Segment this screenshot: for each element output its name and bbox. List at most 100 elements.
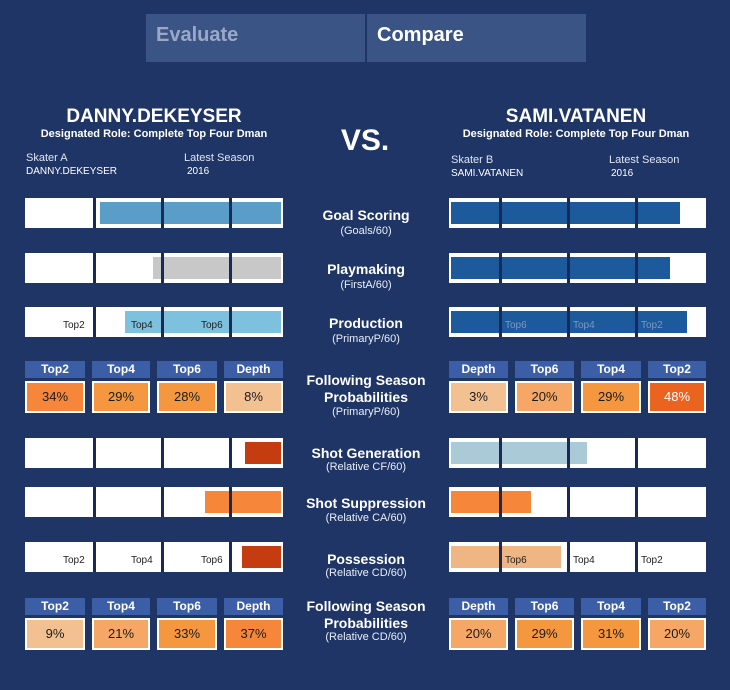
playmaking-fill-a [153,257,281,279]
shot-gen-bar-b [449,438,706,468]
player-a-name: DANNY.DEKEYSER [66,106,242,127]
prob2-b-head-depth: Depth [449,598,508,615]
skater-a-label: Skater A [26,152,68,164]
tier-divider [93,438,96,468]
prob2-label: Following Season Probabilities [306,598,426,631]
shot-sup-label: Shot Suppression [306,495,426,511]
tier-divider [229,307,232,337]
tier-label-top4: Top4 [573,320,595,331]
prob1-b-depth: 3% [449,381,508,413]
season-b-label: Latest Season [609,154,680,166]
prob2-a-top6: 33% [157,618,217,650]
prob2-b-top2: 20% [648,618,706,650]
tier-divider [499,198,502,228]
tier-divider [161,253,164,283]
player-b-role: Designated Role: Complete Top Four Dman [462,128,690,140]
prob2-b-depth: 20% [449,618,508,650]
playmaking-label: Playmaking [327,261,405,277]
production-bar-a: Top2 Top4 Top6 [25,307,283,337]
tier-divider [161,307,164,337]
prob1-b-head-depth: Depth [449,361,508,378]
tier-label-top6: Top6 [505,555,527,566]
tier-label-top4: Top4 [131,555,153,566]
tier-divider [567,487,570,517]
prob2-a-top4: 21% [92,618,150,650]
possession-fill-a [242,546,281,568]
tier-label-top4: Top4 [573,555,595,566]
production-label: Production [329,315,403,331]
tier-label-top6: Top6 [201,320,223,331]
prob2-b-head-top4: Top4 [581,598,641,615]
tier-divider [229,487,232,517]
prob1-a-head-top4: Top4 [92,361,150,378]
tier-label-top6: Top6 [505,320,527,331]
tier-divider [567,307,570,337]
prob1-label: Following Season Probabilities [306,372,426,405]
skater-b-value[interactable]: SAMI.VATANEN [451,168,524,179]
tier-label-top2: Top2 [63,320,85,331]
tier-divider [93,253,96,283]
playmaking-bar-a [25,253,283,283]
production-bar-b: Top6 Top4 Top2 [449,307,706,337]
shot-gen-bar-a [25,438,283,468]
season-b-value[interactable]: 2016 [611,168,634,179]
vs-label: VS. [340,124,390,157]
prob1-b-top2: 48% [648,381,706,413]
goal-scoring-label: Goal Scoring [322,207,410,223]
production-fill-a [125,311,281,333]
tab-compare[interactable]: Compare [367,14,586,62]
tier-divider [499,542,502,572]
goal-scoring-bar-a [25,198,283,228]
tier-divider [499,487,502,517]
shot-gen-fill-a [245,442,281,464]
tier-divider [635,198,638,228]
prob1-a-top2: 34% [25,381,85,413]
goal-scoring-fill-a [100,202,281,224]
possession-bar-b: Top6 Top4 Top2 [449,542,706,572]
shot-sup-bar-a [25,487,283,517]
shot-sup-fill-a [205,491,281,513]
tier-divider [93,307,96,337]
shot-gen-label: Shot Generation [311,445,421,461]
possession-sub: (Relative CD/60) [325,567,407,579]
tier-divider [567,542,570,572]
tier-label-top2: Top2 [641,320,663,331]
prob2-a-head-top6: Top6 [157,598,217,615]
tier-divider [229,542,232,572]
tab-evaluate[interactable]: Evaluate [146,14,365,62]
goal-scoring-fill-b [451,202,680,224]
prob1-b-head-top2: Top2 [648,361,706,378]
possession-bar-a: Top2 Top4 Top6 [25,542,283,572]
tier-divider [635,542,638,572]
prob2-b-head-top6: Top6 [515,598,574,615]
tier-label-top6: Top6 [201,555,223,566]
skater-a-value[interactable]: DANNY.DEKEYSER [26,166,117,177]
season-a-label: Latest Season [184,152,255,164]
tier-divider [567,438,570,468]
prob1-b-top4: 29% [581,381,641,413]
tier-divider [93,487,96,517]
tier-divider [229,438,232,468]
shot-sup-fill-b [451,491,531,513]
skater-b-label: Skater B [451,154,494,166]
prob1-a-head-depth: Depth [224,361,283,378]
prob2-a-head-depth: Depth [224,598,283,615]
tier-divider [499,253,502,283]
prob2-b-head-top2: Top2 [648,598,706,615]
tier-divider [635,438,638,468]
possession-fill-b [451,546,561,568]
goal-scoring-bar-b [449,198,706,228]
player-a-role: Designated Role: Complete Top Four Dman [40,128,268,140]
prob1-a-top6: 28% [157,381,217,413]
prob1-b-head-top4: Top4 [581,361,641,378]
playmaking-bar-b [449,253,706,283]
prob2-sub: (Relative CD/60) [325,631,407,643]
tier-divider [229,253,232,283]
player-b-name: SAMI.VATANEN [505,106,647,127]
prob1-a-depth: 8% [224,381,283,413]
tier-divider [161,198,164,228]
tier-divider [635,307,638,337]
prob2-a-top2: 9% [25,618,85,650]
season-a-value[interactable]: 2016 [187,166,210,177]
prob2-a-depth: 37% [224,618,283,650]
